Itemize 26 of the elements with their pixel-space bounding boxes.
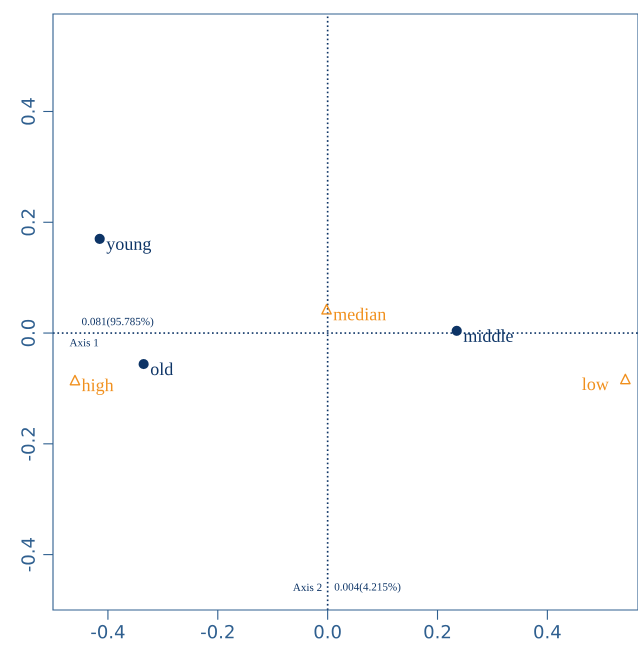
x-tick-label: 0.2 bbox=[424, 624, 450, 639]
x-tick-label: 0.0 bbox=[314, 624, 341, 639]
ref-line-label: Axis 1 bbox=[70, 338, 98, 346]
point bbox=[138, 358, 149, 370]
x-tick-label: -0.2 bbox=[201, 624, 234, 639]
annotation: 0.081(95.785%) bbox=[82, 317, 154, 328]
annotation: low bbox=[582, 377, 609, 390]
annotation: median bbox=[334, 308, 386, 320]
point bbox=[620, 374, 631, 384]
y-tick-label: 0.4 bbox=[21, 98, 35, 125]
x-tick-label: 0.4 bbox=[534, 624, 561, 639]
y-tick-label: 0.2 bbox=[21, 210, 35, 236]
point bbox=[321, 304, 332, 315]
point bbox=[94, 234, 105, 244]
y-tick-label: -0.4 bbox=[21, 538, 35, 572]
point bbox=[452, 326, 462, 336]
y-tick-label: 0.0 bbox=[21, 320, 35, 346]
point bbox=[70, 374, 80, 386]
annotation: 0.004(4.215%) bbox=[334, 582, 400, 593]
y-tick-label: -0.2 bbox=[21, 428, 35, 461]
annotation: young bbox=[106, 240, 152, 254]
x-tick-label: -0.4 bbox=[91, 624, 125, 639]
annotation: high bbox=[82, 378, 114, 395]
annotation: middle bbox=[464, 329, 513, 342]
ref-line-label: Axis 2 bbox=[292, 584, 322, 592]
annotation: old bbox=[150, 362, 174, 376]
